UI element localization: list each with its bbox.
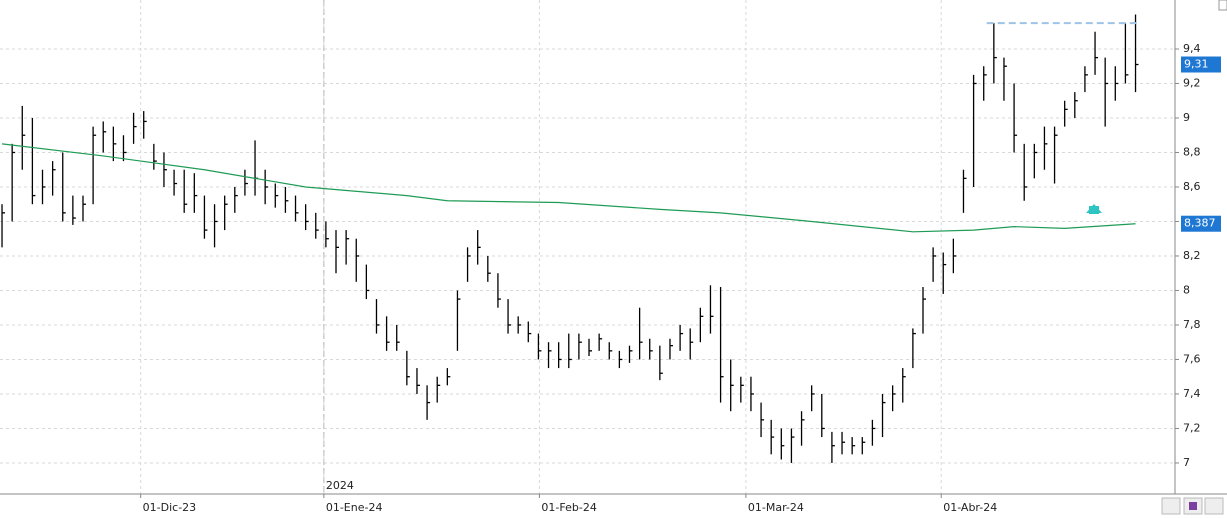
- y-tick-label: 7: [1183, 456, 1190, 469]
- toolbar-button[interactable]: [1204, 497, 1224, 515]
- toolbar-button[interactable]: [1161, 497, 1181, 515]
- price-tag-label: 9,31: [1184, 58, 1209, 71]
- y-tick-label: 7,2: [1183, 421, 1201, 434]
- moving-average: [1, 143, 1136, 233]
- year-label: 2024: [326, 479, 354, 492]
- y-tick-label: 8,8: [1183, 145, 1201, 158]
- y-tick-label: 7,6: [1183, 352, 1201, 365]
- save-icon: [1189, 502, 1197, 510]
- arrow-stem: [1089, 206, 1099, 214]
- x-tick-label: 01-Dic-23: [143, 501, 197, 514]
- y-tick-label: 8,6: [1183, 180, 1201, 193]
- price-tag: [1181, 215, 1221, 232]
- y-tick-label: 7,8: [1183, 318, 1201, 331]
- price-tag-label: 8,387: [1184, 217, 1216, 230]
- corner-button[interactable]: [1218, 0, 1227, 11]
- x-tick-label: 01-Ene-24: [326, 501, 383, 514]
- x-tick-label: 01-Abr-24: [943, 501, 997, 514]
- y-tick-label: 9,4: [1183, 42, 1201, 55]
- y-tick-label: 8: [1183, 283, 1190, 296]
- y-tick-label: 7,4: [1183, 387, 1201, 400]
- y-tick-label: 9,2: [1183, 76, 1201, 89]
- price-tag: [1181, 56, 1221, 73]
- y-tick-label: 8,2: [1183, 249, 1201, 262]
- x-tick-label: 01-Mar-24: [748, 501, 804, 514]
- y-tick-label: 9: [1183, 111, 1190, 124]
- x-tick-label: 01-Feb-24: [541, 501, 596, 514]
